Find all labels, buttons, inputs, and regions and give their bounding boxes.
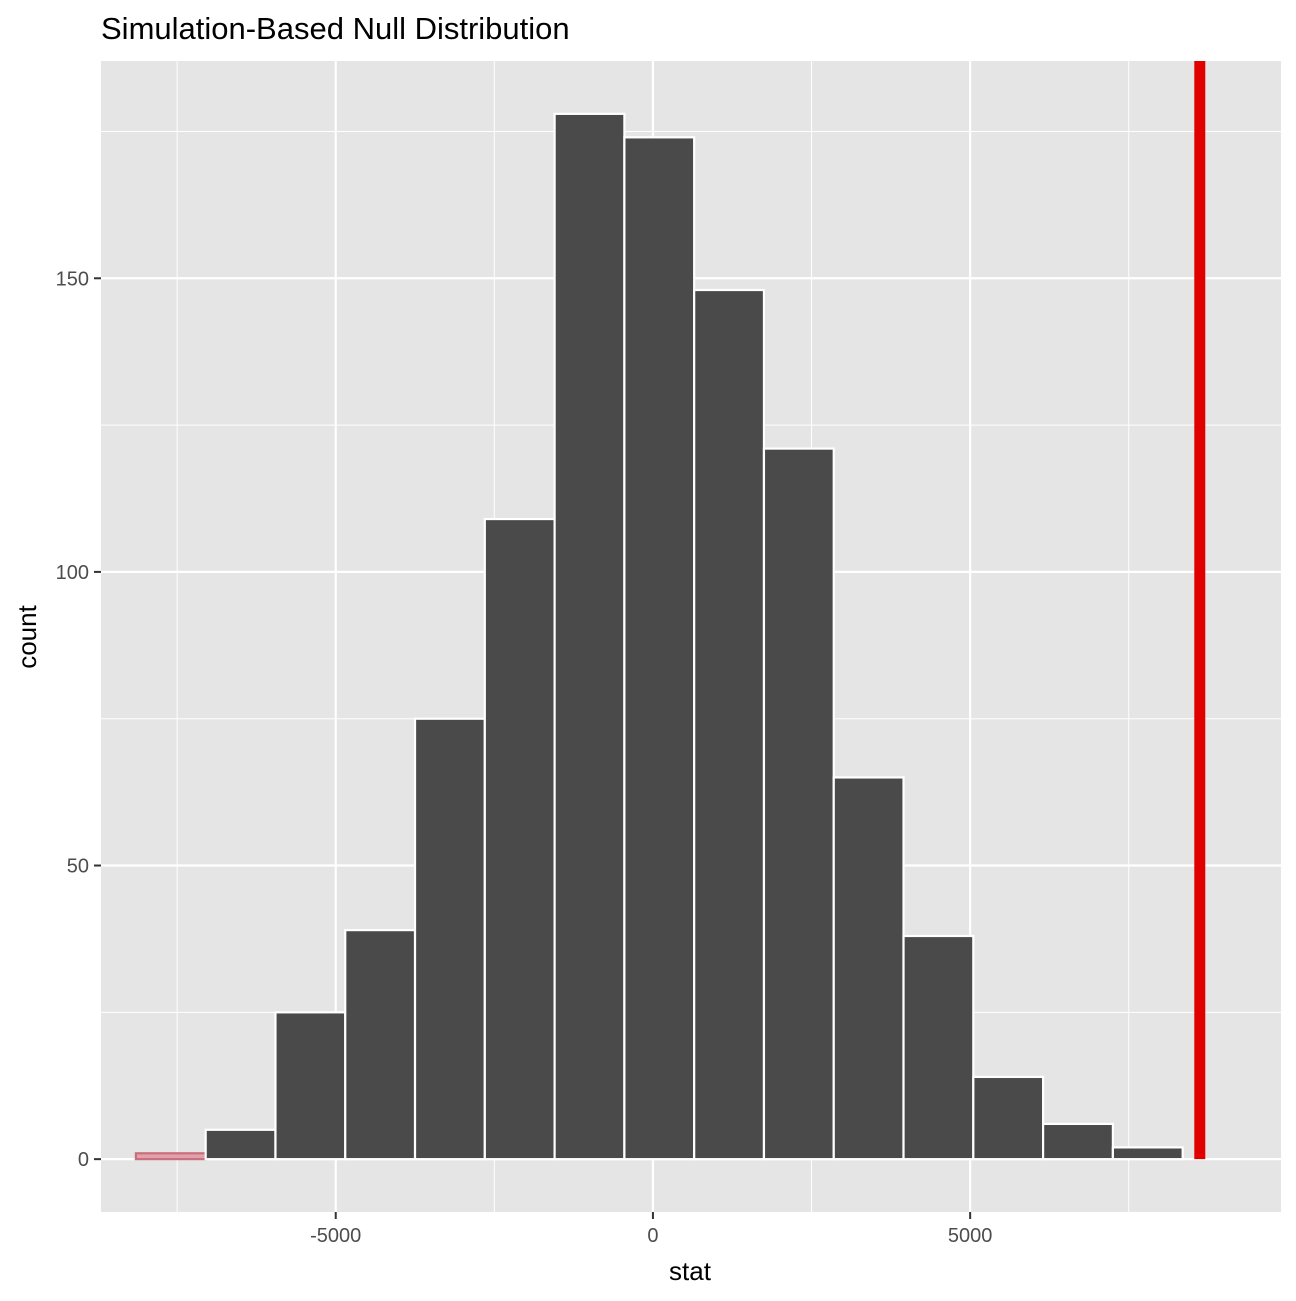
y-axis: 0 50 100 150 bbox=[56, 268, 101, 1171]
x-axis: -5000 0 5000 bbox=[310, 1212, 992, 1247]
histogram-bar bbox=[483, 517, 556, 1161]
histogram-bar bbox=[693, 288, 766, 1161]
x-tick-label: -5000 bbox=[310, 1225, 361, 1247]
histogram-bar bbox=[762, 447, 835, 1161]
x-tick-label: 5000 bbox=[948, 1225, 993, 1247]
y-tick-label: 0 bbox=[78, 1149, 89, 1171]
histogram-bar bbox=[902, 934, 975, 1161]
histogram-bar bbox=[623, 136, 696, 1161]
histogram-bar bbox=[1041, 1122, 1114, 1161]
histogram-bar bbox=[344, 929, 417, 1161]
histogram-bar bbox=[413, 717, 486, 1161]
y-tick-label: 50 bbox=[67, 856, 89, 878]
y-tick-label: 150 bbox=[56, 268, 89, 290]
x-axis-title: stat bbox=[669, 1256, 712, 1286]
histogram-bar bbox=[832, 776, 905, 1161]
histogram-bar bbox=[972, 1075, 1045, 1161]
histogram-bar bbox=[1111, 1146, 1184, 1161]
y-tick-label: 100 bbox=[56, 562, 89, 584]
histogram-bars bbox=[134, 112, 1184, 1161]
histogram-bar bbox=[204, 1128, 277, 1161]
y-axis-title: count bbox=[12, 604, 42, 668]
histogram-bar bbox=[274, 1011, 347, 1161]
x-tick-label: 0 bbox=[647, 1225, 658, 1247]
chart-title: Simulation-Based Null Distribution bbox=[101, 11, 570, 46]
histogram-bar bbox=[553, 112, 626, 1161]
histogram-bar-shaded bbox=[134, 1152, 207, 1161]
